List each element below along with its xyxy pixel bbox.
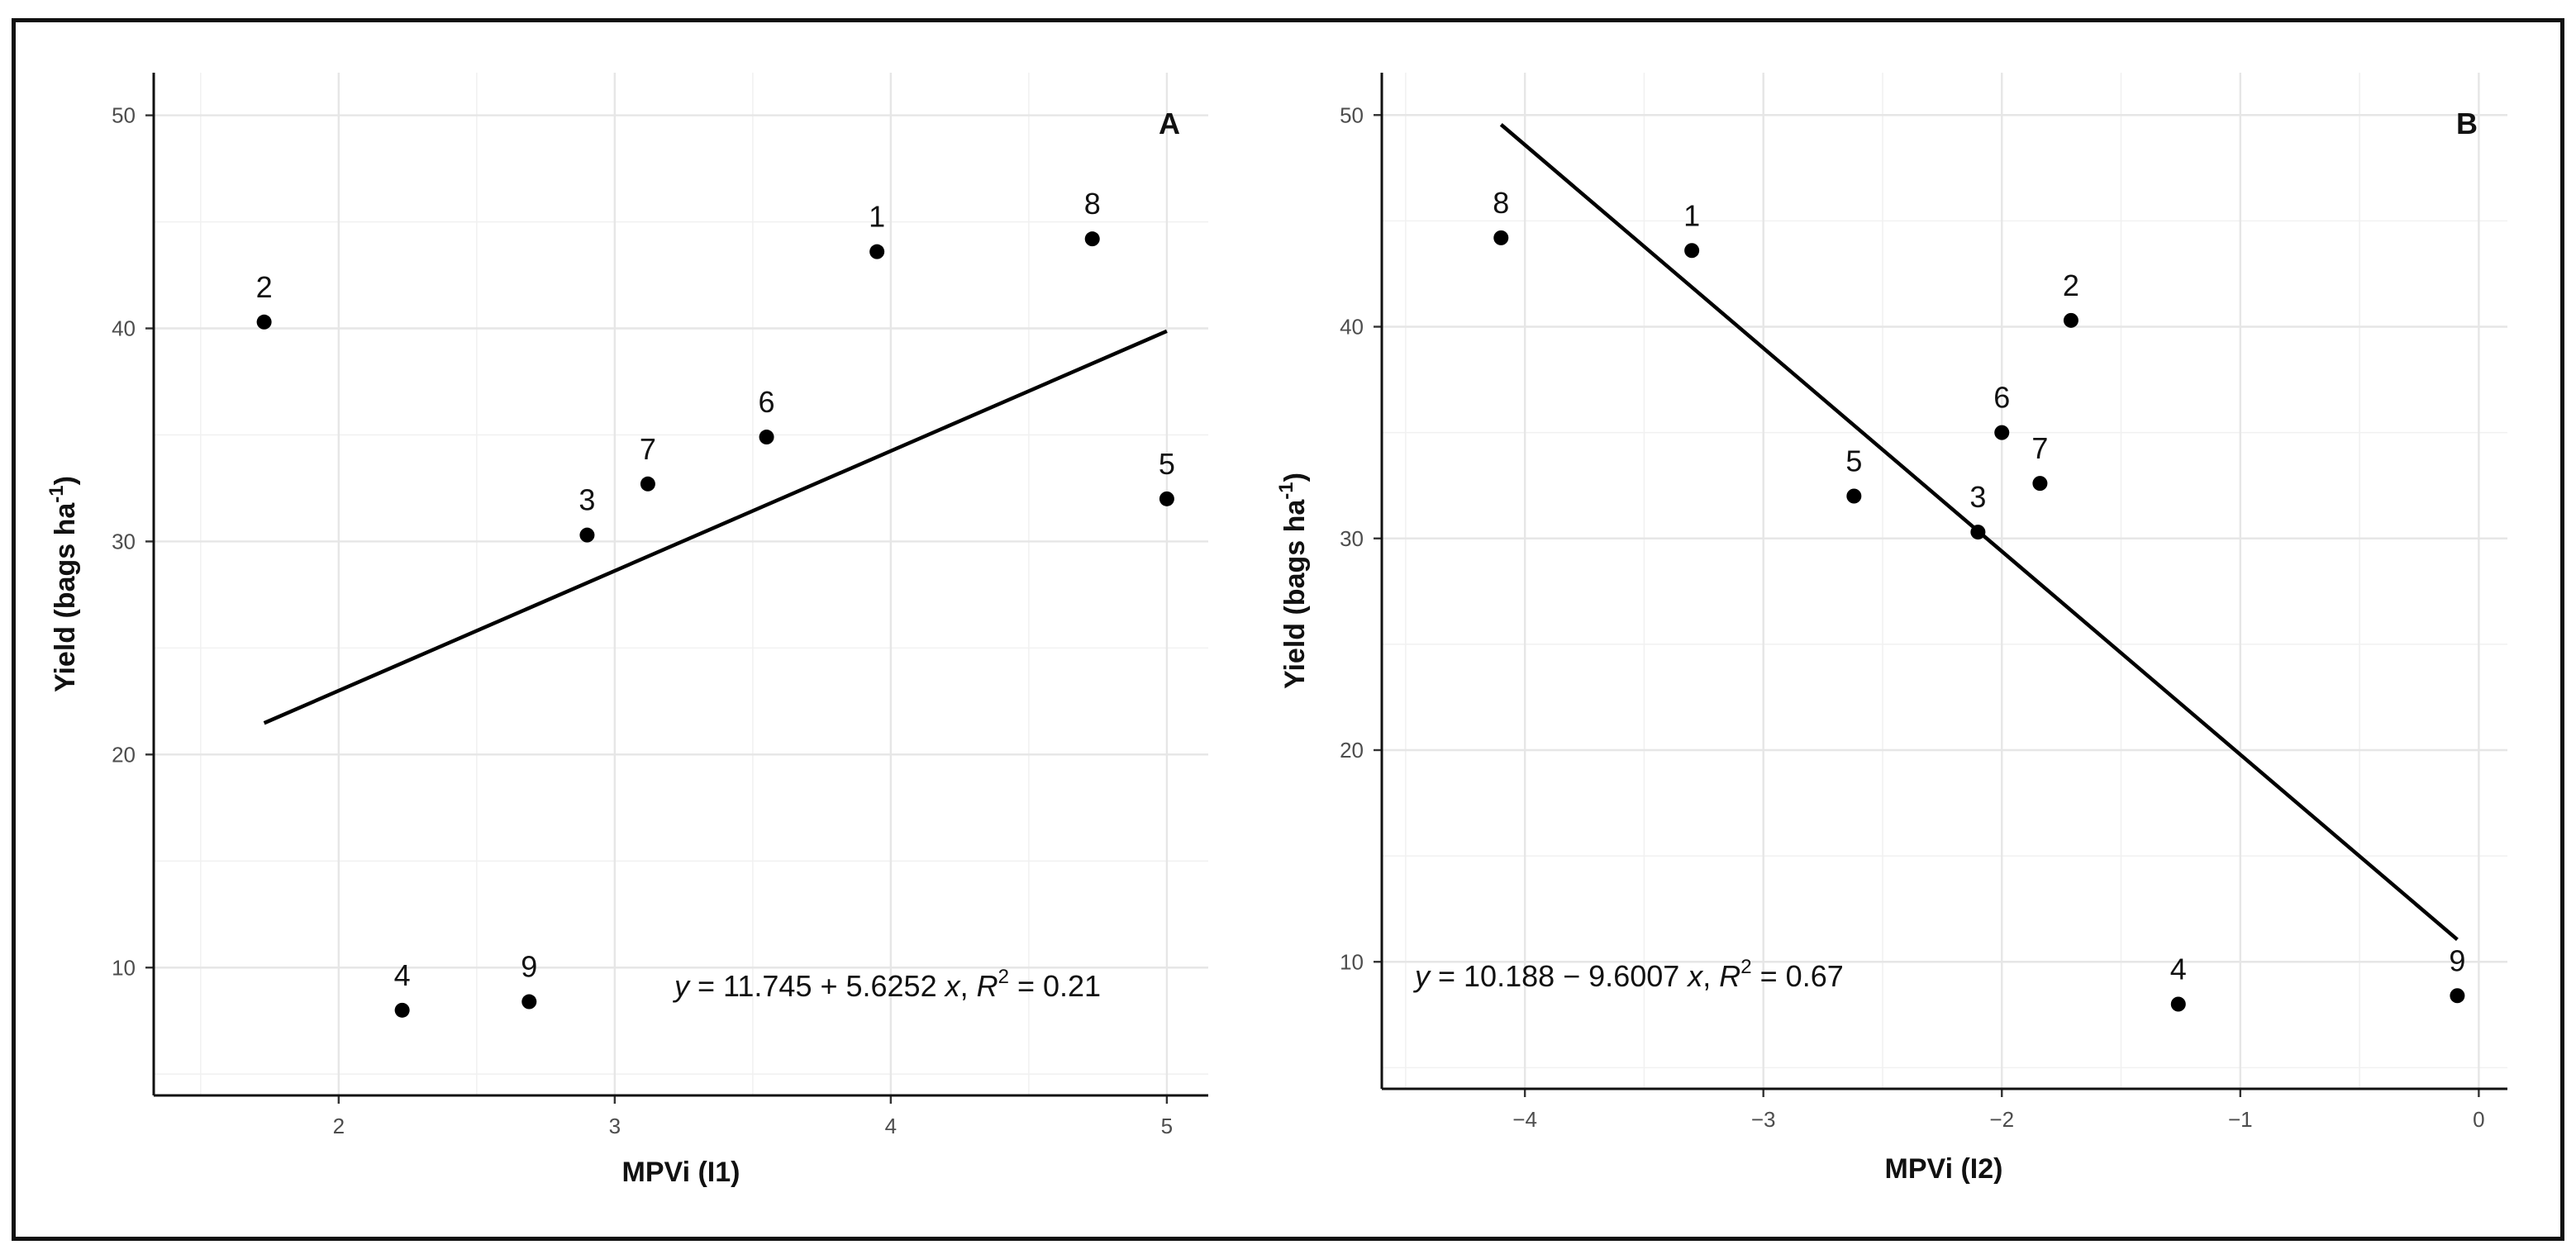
data-point-label: 7 [640,432,656,466]
y-tick-label: 10 [1340,949,1364,974]
data-point [256,314,272,330]
regression-line [263,329,1168,725]
x-tick-label: −4 [1512,1107,1537,1132]
data-point [2170,996,2186,1012]
data-point [1493,230,1509,245]
data-point-label: 3 [579,483,595,517]
y-tick-label: 30 [1340,526,1364,551]
data-point [1684,243,1700,259]
data-point-label: 2 [2063,268,2079,302]
data-point [2450,988,2465,1004]
y-axis-title: Yield (bags ha-1) [45,476,81,692]
data-point-label: 6 [1993,381,2010,415]
panel-tag: A [1159,107,1180,140]
data-point [869,244,885,259]
data-point [521,994,537,1010]
y-tick-label: 50 [1340,102,1364,127]
data-point-label: 9 [2449,943,2465,977]
y-tick-label: 30 [112,529,136,553]
data-point [1846,488,1862,504]
regression-equation: y = 11.745 + 5.6252 x, R2 = 0.21 [672,966,1101,1003]
panel-tag: B [2456,107,2478,140]
x-axis-title: MPVi (I2) [1885,1153,2003,1185]
y-tick-label: 20 [112,742,136,767]
data-point [1159,491,1174,506]
data-point [640,476,655,492]
x-tick-label: −2 [1989,1107,2014,1132]
x-tick-label: 5 [1161,1114,1173,1138]
panel-a: 2 3 4 5 10 20 30 40 50 1 2 3 4 5 6 7 8 9 y = 11.745 + 5.62… [45,73,1208,1188]
y-tick-label: 20 [1340,738,1364,763]
data-point-label: 7 [2031,431,2048,465]
panel-b: −4 −3 −2 −1 0 10 20 30 40 50 1 2 3 4 5 67 8 9 y = 10.188 −… [1275,73,2507,1185]
data-point [1084,231,1100,247]
data-point-label: 6 [759,385,775,419]
regression-equation: y = 10.188 − 9.6007 x, R2 = 0.67 [1412,956,1844,993]
data-point-label: 1 [869,200,885,234]
x-tick-label: 2 [333,1114,345,1138]
x-tick-label: −1 [2228,1107,2253,1132]
data-point [759,430,774,445]
x-tick-label: 0 [2473,1107,2484,1132]
y-tick-label: 40 [112,316,136,341]
y-axis-title: Yield (bags ha-1) [1275,473,1311,689]
data-point [2032,476,2048,492]
data-point [1970,525,1986,540]
y-tick-label: 50 [112,103,136,128]
data-point-label: 9 [521,950,537,984]
data-point-label: 8 [1084,187,1101,221]
data-point [394,1002,410,1018]
data-point-label: 4 [394,958,411,992]
data-point [2063,312,2078,328]
x-tick-label: −3 [1751,1107,1776,1132]
x-axis-title: MPVi (I1) [622,1157,740,1188]
data-point-label: 5 [1845,444,1862,478]
data-point-label: 3 [1969,480,1986,514]
y-tick-label: 10 [112,955,136,980]
x-tick-label: 3 [609,1114,621,1138]
data-point-label: 5 [1159,447,1175,481]
data-point [1994,425,2010,440]
data-point-label: 4 [2170,953,2187,986]
data-point-label: 2 [256,270,273,304]
data-point [579,527,595,543]
x-tick-label: 4 [885,1114,897,1138]
data-point-label: 1 [1683,198,1700,232]
data-point-label: 8 [1493,186,1509,220]
y-tick-label: 40 [1340,315,1364,340]
